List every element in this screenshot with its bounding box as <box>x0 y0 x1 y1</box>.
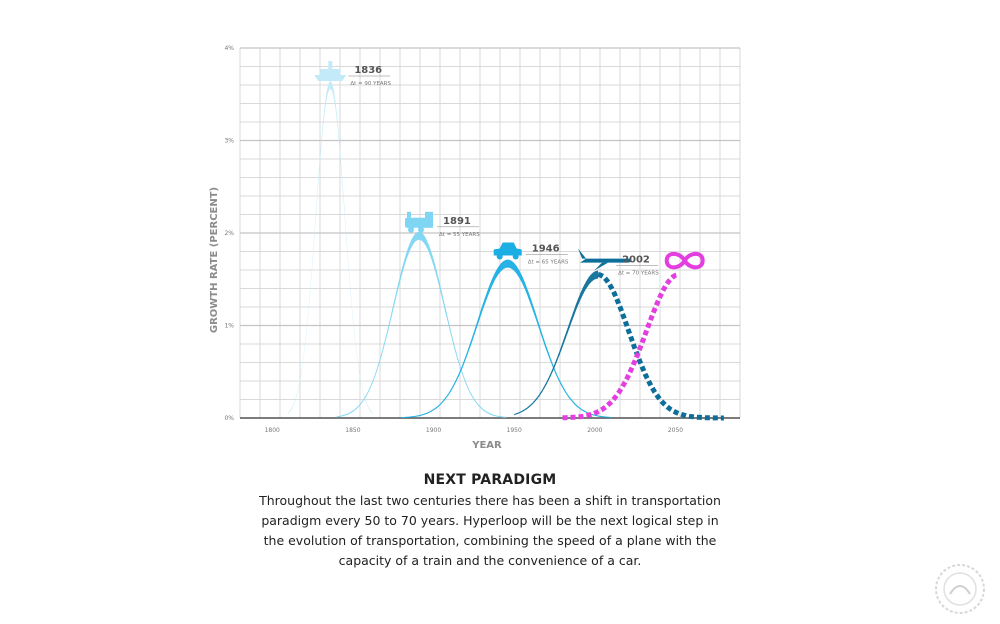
growth-rate-chart: 0% 1% 2% 3% 4% 1800 1850 1900 1950 2000 2050 1836 Δ… <box>209 45 741 451</box>
peak-year-label: 2002 <box>622 255 650 266</box>
x-tick-label: 2000 <box>587 427 602 434</box>
locomotive-icon <box>405 211 433 233</box>
peak-delta-label: Δt = 70 YEARS <box>618 271 659 277</box>
caption-title: NEXT PARADIGM <box>423 472 557 488</box>
ship-deck <box>320 69 341 75</box>
car-icon <box>493 242 522 260</box>
loco-wheel <box>408 226 414 233</box>
y-axis-label: GROWTH RATE (PERCENT) <box>209 187 220 333</box>
plane-fuselage <box>580 258 632 263</box>
x-tick-label: 2050 <box>668 427 683 434</box>
plane-wing <box>594 262 609 271</box>
curve-1891 <box>336 231 507 418</box>
y-tick-label: 0% <box>224 415 234 422</box>
loco-cab <box>425 211 433 228</box>
peak-delta-label: Δt = 90 YEARS <box>350 81 391 87</box>
caption: NEXT PARADIGM Throughout the last two ce… <box>250 472 730 571</box>
car-wheel <box>512 253 519 260</box>
x-tick-label: 1950 <box>507 427 522 434</box>
curve-2002 <box>514 270 599 416</box>
x-tick-label: 1850 <box>345 427 360 434</box>
x-tick-label: 1900 <box>426 427 441 434</box>
x-tick-label: 1800 <box>265 427 280 434</box>
airplane-icon <box>578 248 632 271</box>
chart-curves <box>288 81 724 421</box>
peak-delta-label: Δt = 65 YEARS <box>528 260 569 266</box>
infinity-icon <box>664 251 705 270</box>
y-tick-label: 4% <box>224 45 234 52</box>
peak-year-label: 1836 <box>354 65 382 76</box>
car-wheel <box>496 253 503 260</box>
ship-hull <box>314 75 347 81</box>
y-tick-label: 3% <box>224 138 234 145</box>
y-tick-label: 2% <box>224 230 234 237</box>
car-body <box>493 242 522 256</box>
plane-tail <box>578 248 587 259</box>
loco-body <box>405 217 429 228</box>
chart-axes: 0% 1% 2% 3% 4% 1800 1850 1900 1950 2000 2050 <box>224 45 740 434</box>
loco-chimney <box>407 211 411 218</box>
infinity-loop <box>664 251 705 270</box>
watermark-stamp-icon <box>935 564 985 614</box>
caption-body: Throughout the last two centuries there … <box>259 493 721 568</box>
ship-funnel <box>328 61 333 69</box>
x-axis-label: YEAR <box>471 440 502 451</box>
chart-grid <box>239 47 741 419</box>
chart-icons <box>314 61 705 271</box>
chart-labels: 1836 Δt = 90 YEARS 1891 Δt = 55 YEARS 1946 Δt… <box>348 65 659 277</box>
curve-1946 <box>401 259 611 419</box>
peak-year-label: 1891 <box>443 216 471 227</box>
loco-wheel <box>418 226 424 233</box>
peak-year-label: 1946 <box>532 244 560 255</box>
y-tick-label: 1% <box>224 323 234 330</box>
peak-delta-label: Δt = 55 YEARS <box>439 232 480 238</box>
steamship-icon <box>314 61 347 81</box>
curve-future <box>562 272 680 421</box>
